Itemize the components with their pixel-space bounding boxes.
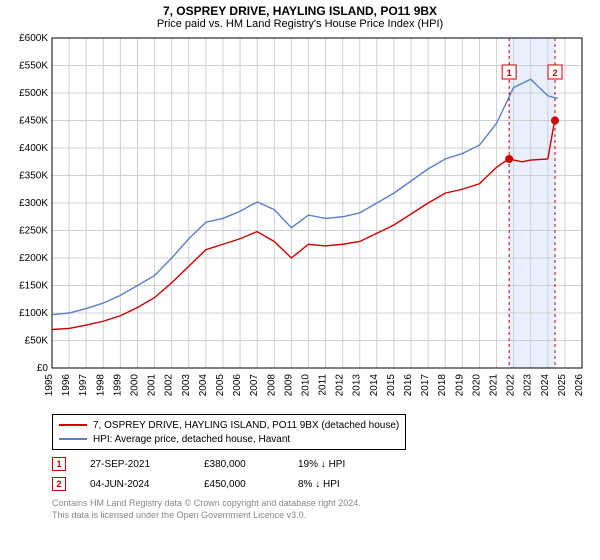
sales-table: 1 27-SEP-2021 £380,000 19% ↓ HPI 2 04-JUN-202… [52,454,592,494]
svg-text:2: 2 [552,68,557,78]
svg-text:1997: 1997 [78,374,89,397]
svg-text:2000: 2000 [129,374,140,397]
svg-text:2002: 2002 [164,374,175,397]
svg-text:2026: 2026 [574,374,585,397]
svg-text:2021: 2021 [489,374,500,397]
legend: 7, OSPREY DRIVE, HAYLING ISLAND, PO11 9B… [52,414,406,450]
svg-text:£350K: £350K [19,171,48,182]
svg-text:2007: 2007 [249,374,260,397]
chart-container: 7, OSPREY DRIVE, HAYLING ISLAND, PO11 9B… [0,0,600,560]
legend-label: HPI: Average price, detached house, Hava… [93,434,290,445]
svg-text:£0: £0 [37,363,49,374]
footer-attribution: Contains HM Land Registry data © Crown c… [52,498,592,521]
sale-marker-icon: 1 [52,457,66,471]
sale-hpi-delta: 8% ↓ HPI [298,479,340,490]
legend-swatch [59,438,87,440]
svg-text:1: 1 [507,68,512,78]
svg-text:£200K: £200K [19,253,48,264]
sale-hpi-delta: 19% ↓ HPI [298,459,345,470]
svg-text:2004: 2004 [198,374,209,397]
svg-text:2001: 2001 [147,374,158,397]
svg-text:1995: 1995 [44,374,55,397]
legend-swatch [59,424,87,426]
svg-text:2019: 2019 [454,374,465,397]
svg-text:£550K: £550K [19,61,48,72]
svg-text:2024: 2024 [540,374,551,397]
sale-row: 2 04-JUN-2024 £450,000 8% ↓ HPI [52,474,592,494]
svg-text:2015: 2015 [386,374,397,397]
sale-price: £450,000 [204,479,274,490]
svg-text:2023: 2023 [523,374,534,397]
svg-text:2025: 2025 [557,374,568,397]
svg-text:2012: 2012 [335,374,346,397]
svg-text:£450K: £450K [19,116,48,127]
chart-subtitle: Price paid vs. HM Land Registry's House … [8,18,592,30]
footer-line-2: This data is licensed under the Open Gov… [52,510,592,522]
svg-text:1999: 1999 [112,374,123,397]
legend-label: 7, OSPREY DRIVE, HAYLING ISLAND, PO11 9B… [93,420,399,431]
svg-text:2020: 2020 [471,374,482,397]
sale-price: £380,000 [204,459,274,470]
svg-text:2016: 2016 [403,374,414,397]
svg-text:2017: 2017 [420,374,431,397]
svg-text:£300K: £300K [19,198,48,209]
svg-text:£500K: £500K [19,88,48,99]
svg-text:2005: 2005 [215,374,226,397]
svg-text:2009: 2009 [283,374,294,397]
svg-text:2014: 2014 [369,374,380,397]
svg-text:£100K: £100K [19,308,48,319]
svg-text:2018: 2018 [437,374,448,397]
line-chart: £0 £50K £100K £150K £200K £250K £300K £350K £400… [8,32,592,412]
legend-row: 7, OSPREY DRIVE, HAYLING ISLAND, PO11 9B… [59,418,399,432]
svg-text:£50K: £50K [25,336,49,347]
svg-text:2013: 2013 [352,374,363,397]
footer-line-1: Contains HM Land Registry data © Crown c… [52,498,592,510]
svg-text:2008: 2008 [266,374,277,397]
svg-text:2011: 2011 [318,374,329,396]
sale-date: 27-SEP-2021 [90,459,180,470]
sale-date: 04-JUN-2024 [90,479,180,490]
svg-text:2003: 2003 [181,374,192,397]
svg-text:£600K: £600K [19,33,48,44]
svg-text:1998: 1998 [95,374,106,397]
svg-text:2010: 2010 [300,374,311,397]
sale-marker-icon: 2 [52,477,66,491]
sale-row: 1 27-SEP-2021 £380,000 19% ↓ HPI [52,454,592,474]
chart-title: 7, OSPREY DRIVE, HAYLING ISLAND, PO11 9B… [8,4,592,18]
svg-text:£400K: £400K [19,143,48,154]
legend-row: HPI: Average price, detached house, Hava… [59,432,399,446]
svg-text:£250K: £250K [19,226,48,237]
chart-area: £0 £50K £100K £150K £200K £250K £300K £350K £400… [8,32,592,412]
svg-text:2006: 2006 [232,374,243,397]
svg-text:2022: 2022 [506,374,517,397]
svg-text:1996: 1996 [61,374,72,397]
svg-text:£150K: £150K [19,281,48,292]
